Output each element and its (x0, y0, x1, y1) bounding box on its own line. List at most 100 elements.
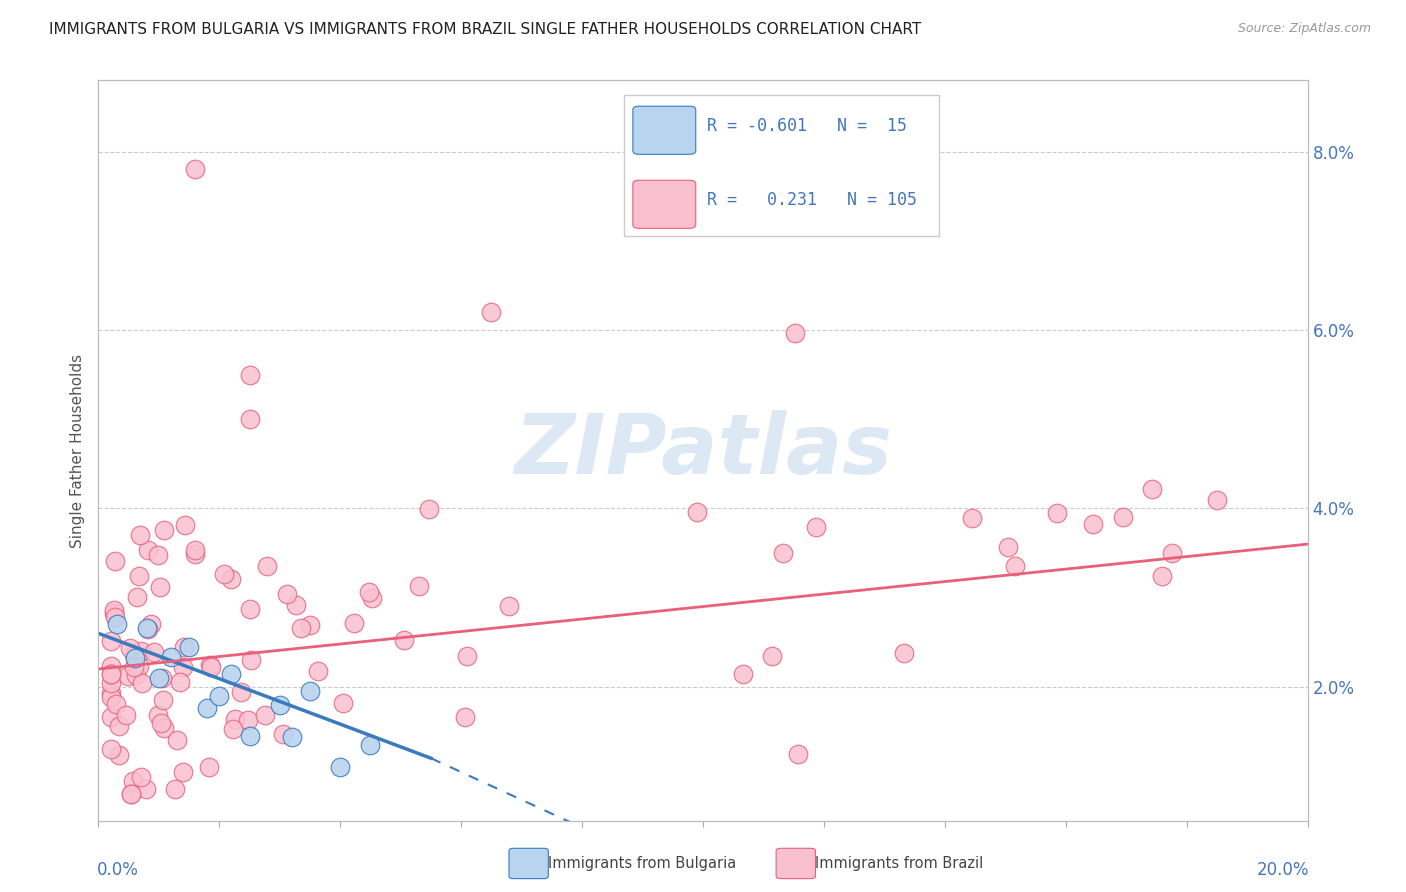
Text: ZIPatlas: ZIPatlas (515, 410, 891, 491)
Point (100, 690, 122, 705)
FancyBboxPatch shape (633, 106, 696, 154)
Point (1150, 569, 1173, 583)
Point (1004, 558, 1026, 573)
Point (131, 676, 153, 690)
Point (299, 684, 322, 698)
Point (960, 511, 983, 525)
Point (284, 599, 307, 613)
Point (893, 646, 915, 660)
Point (329, 760, 352, 774)
Point (392, 632, 415, 647)
Point (100, 686, 122, 700)
Point (1081, 517, 1104, 532)
Point (121, 787, 143, 801)
Point (184, 543, 207, 558)
Point (1160, 546, 1182, 560)
Point (221, 573, 243, 587)
Point (269, 698, 291, 712)
Point (239, 653, 262, 667)
Point (200, 658, 222, 673)
Point (100, 667, 122, 681)
Point (100, 710, 122, 724)
Text: Immigrants from Brazil: Immigrants from Brazil (815, 856, 984, 871)
Point (208, 689, 231, 703)
Point (456, 648, 478, 663)
Point (120, 787, 142, 801)
Point (332, 696, 354, 710)
Point (290, 620, 312, 634)
Point (103, 606, 125, 620)
Point (454, 709, 477, 723)
Point (1140, 482, 1163, 496)
Point (184, 547, 207, 561)
Point (166, 732, 188, 747)
Point (136, 543, 159, 558)
Point (253, 707, 276, 722)
Point (125, 667, 148, 681)
Point (114, 708, 136, 723)
Text: Immigrants from Bulgaria: Immigrants from Bulgaria (548, 856, 737, 871)
Point (173, 640, 195, 655)
Point (184, 162, 207, 177)
Point (128, 659, 150, 673)
Point (125, 590, 148, 604)
Point (146, 549, 169, 563)
Point (136, 622, 159, 636)
Point (256, 559, 278, 574)
Point (143, 644, 166, 658)
Point (200, 659, 222, 673)
Point (117, 669, 139, 683)
Point (150, 671, 173, 685)
Point (343, 615, 366, 630)
Point (179, 640, 201, 654)
Point (107, 748, 129, 763)
Point (239, 729, 262, 743)
Point (131, 770, 153, 784)
Point (236, 714, 259, 728)
Point (1046, 506, 1069, 520)
Point (124, 651, 146, 665)
Point (361, 591, 384, 606)
Point (100, 633, 122, 648)
Point (104, 610, 127, 624)
Point (785, 326, 807, 340)
Point (100, 666, 122, 681)
Point (804, 519, 827, 533)
Point (173, 518, 195, 533)
Point (122, 773, 145, 788)
FancyBboxPatch shape (633, 180, 696, 228)
Point (165, 781, 187, 796)
Point (685, 505, 707, 519)
Point (308, 665, 330, 679)
Point (141, 616, 163, 631)
Text: 0.0%: 0.0% (97, 862, 139, 880)
Point (120, 641, 142, 656)
Point (772, 546, 794, 560)
Point (408, 579, 430, 593)
Point (153, 722, 176, 736)
Point (299, 618, 322, 632)
Point (418, 502, 440, 516)
Text: R = -0.601   N =  15: R = -0.601 N = 15 (707, 117, 907, 136)
Point (239, 368, 262, 382)
Point (222, 723, 245, 737)
Point (131, 644, 153, 658)
Point (229, 684, 252, 698)
Point (198, 760, 221, 774)
Point (128, 568, 150, 582)
Point (359, 585, 381, 599)
Point (997, 540, 1019, 554)
Point (786, 747, 808, 761)
Point (172, 660, 194, 674)
Point (224, 712, 246, 726)
Text: Source: ZipAtlas.com: Source: ZipAtlas.com (1237, 22, 1371, 36)
Point (1112, 510, 1135, 524)
Point (129, 527, 152, 541)
Point (104, 554, 127, 568)
Point (124, 648, 146, 662)
FancyBboxPatch shape (624, 95, 939, 235)
Point (212, 566, 235, 581)
Y-axis label: Single Father Households: Single Father Households (70, 353, 86, 548)
Point (100, 676, 122, 690)
Point (160, 649, 183, 664)
